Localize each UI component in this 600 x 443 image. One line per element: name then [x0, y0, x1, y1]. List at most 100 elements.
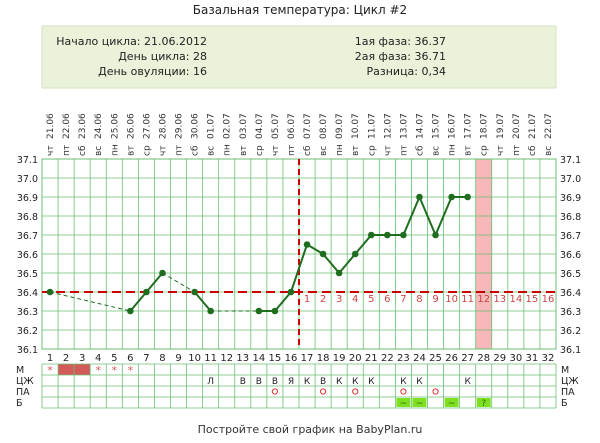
cm-mark: В — [256, 377, 262, 387]
day-number: 24 — [413, 353, 426, 364]
date-label: 22.06 — [62, 113, 72, 139]
date-label: 21.06 — [46, 113, 56, 139]
cm-mark: В — [272, 377, 278, 387]
temp-point[interactable] — [46, 288, 54, 296]
weekday-label: чт — [496, 145, 506, 156]
day-number: 25 — [429, 353, 442, 364]
weekday-label: пт — [175, 145, 185, 156]
date-label: 13.07 — [399, 113, 409, 139]
test-cell — [412, 398, 427, 407]
y-tick-left: 36.6 — [17, 250, 38, 261]
weekday-label: вт — [126, 145, 136, 156]
y-tick-right: 36.5 — [560, 269, 581, 280]
temp-point[interactable] — [384, 231, 391, 239]
weekday-label: ср — [480, 145, 490, 156]
weekday-label: вт — [464, 145, 474, 156]
menses-mark: * — [47, 364, 53, 377]
temp-segment — [145, 272, 164, 293]
day-number: 2 — [63, 353, 69, 364]
test-cell — [396, 398, 411, 407]
temp-point[interactable] — [400, 231, 407, 239]
chart-marks: 1 2 3 4 5 6 7 8 9 10 11 12 13 14 15 16 — [42, 159, 556, 349]
date-label: 16.07 — [448, 113, 458, 139]
pa-mark — [319, 388, 327, 395]
day-number: 20 — [349, 353, 362, 364]
weekday-label: чт — [383, 145, 393, 156]
temp-segment — [274, 291, 292, 312]
day-number: 16 — [285, 353, 298, 364]
cm-mark: К — [400, 377, 407, 387]
day-number: 27 — [461, 353, 474, 364]
temp-point[interactable] — [367, 231, 375, 239]
day-number: 13 — [236, 353, 249, 364]
temp-segment — [129, 291, 148, 312]
moon-icon — [270, 163, 278, 177]
row-label-right: ПА — [561, 387, 575, 398]
day-number: 1 — [47, 353, 53, 364]
temp-point[interactable] — [191, 288, 198, 296]
cm-mark: Л — [207, 377, 214, 387]
date-label: 15.07 — [432, 113, 442, 139]
y-tick-left: 36.1 — [17, 345, 38, 356]
date-label: 04.07 — [255, 113, 265, 139]
luteal-day-label: 5 — [368, 294, 374, 305]
temp-segment — [193, 291, 212, 312]
y-tick-right: 36.7 — [560, 231, 581, 242]
date-label: 27.06 — [142, 113, 152, 139]
temp-point[interactable] — [319, 250, 327, 258]
luteal-day-label: 1 — [304, 294, 310, 305]
temp-point[interactable] — [127, 307, 134, 315]
weekday-label: пн — [110, 144, 120, 156]
temp-point[interactable] — [159, 269, 166, 277]
temp-point[interactable] — [335, 269, 343, 277]
day-number: 17 — [301, 353, 314, 364]
menses-mark: * — [112, 364, 118, 377]
weekday-label: пт — [62, 145, 72, 156]
temp-point[interactable] — [464, 193, 471, 201]
day-number: 30 — [509, 353, 522, 364]
temp-point[interactable] — [207, 307, 214, 315]
weekday-label: вс — [94, 146, 104, 156]
y-tick-right: 36.6 — [560, 250, 581, 261]
y-tick-right: 37.0 — [560, 174, 581, 185]
day-number: 31 — [526, 353, 539, 364]
chart-title: Базальная температура: Цикл #2 — [193, 3, 407, 17]
date-label: 17.07 — [464, 113, 474, 139]
info-panel — [41, 25, 557, 89]
day-number: 18 — [317, 353, 330, 364]
day-number: 32 — [542, 353, 555, 364]
row-label-left: ПА — [16, 387, 30, 398]
temp-segment — [290, 244, 308, 293]
y-tick-left: 37.0 — [17, 174, 38, 185]
day-number: 14 — [252, 353, 265, 364]
temp-point[interactable] — [448, 193, 455, 201]
date-label: 30.06 — [191, 113, 201, 139]
day-number: 22 — [381, 353, 394, 364]
y-tick-right: 36.3 — [560, 307, 581, 318]
luteal-day-label: 3 — [336, 294, 342, 305]
row-label-right: ЦЖ — [561, 376, 579, 387]
temp-point[interactable] — [432, 231, 439, 239]
y-tick-right: 36.4 — [560, 288, 581, 299]
temp-point[interactable] — [143, 288, 150, 296]
temp-point[interactable] — [287, 288, 295, 296]
footer-text[interactable]: Постройте свой график на BabyPlan.ru — [198, 423, 423, 436]
y-tick-left: 36.5 — [17, 269, 38, 280]
temp-point[interactable] — [416, 193, 423, 201]
date-label: 12.07 — [383, 113, 393, 139]
day-number: 10 — [188, 353, 201, 364]
day-number: 11 — [204, 353, 217, 364]
day-number: 7 — [143, 353, 149, 364]
date-label: 09.07 — [335, 113, 345, 139]
row-label-left: ЦЖ — [16, 376, 34, 387]
symptom-table: 1 2 3 4 5 6 7 8 9 10 11 12 13 14 15 16 17 18 19 20 21 22 23 24 2… — [16, 353, 579, 409]
temp-point[interactable] — [271, 307, 279, 315]
menses-cell — [58, 364, 75, 375]
luteal-day-label: 9 — [432, 294, 438, 305]
temp-point[interactable] — [303, 241, 311, 248]
temp-segment — [354, 234, 373, 255]
pa-mark — [352, 388, 359, 395]
difference-text: Разница: 0,34 — [367, 65, 447, 78]
temp-point[interactable] — [255, 307, 263, 315]
temp-point[interactable] — [351, 250, 359, 258]
